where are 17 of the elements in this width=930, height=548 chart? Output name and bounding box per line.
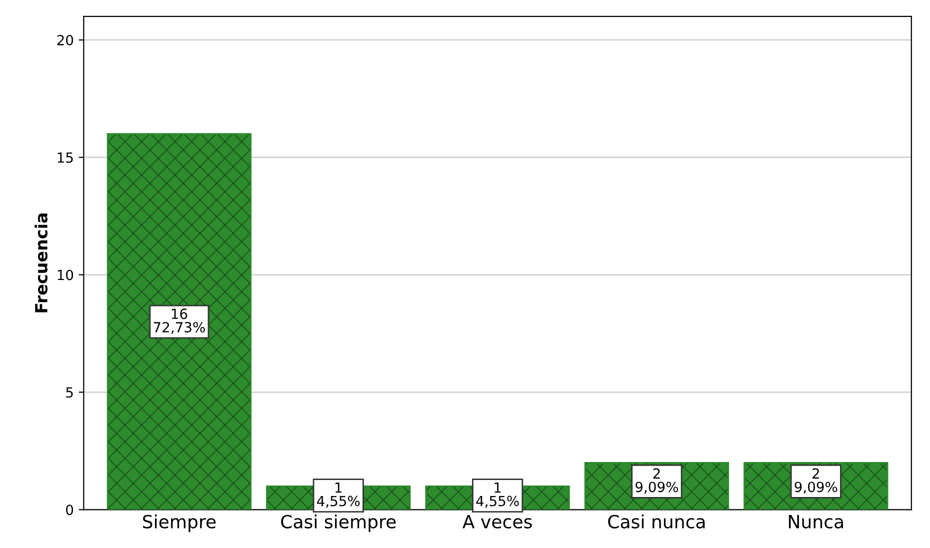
x-tick-label: A veces	[462, 515, 532, 528]
y-tick-label: 0	[66, 504, 74, 516]
data-label: 1 4,55%	[476, 482, 519, 508]
y-tick-label: 20	[57, 34, 74, 46]
x-tick-label: Casi siempre	[281, 514, 396, 532]
data-label: 1 4,55%	[316, 482, 360, 508]
x-tick-label: Siempre	[143, 514, 216, 532]
x-tick-label: Nunca	[788, 515, 843, 528]
data-label: 16 72,73%	[154, 308, 205, 334]
data-label: 2 9,09%	[636, 468, 678, 494]
bar	[106, 133, 252, 510]
data-label: 2 9,09%	[794, 468, 838, 494]
y-tick-label: 10	[58, 270, 74, 280]
y-tick-label: 5	[66, 387, 73, 398]
y-axis-title: Frecuencia	[34, 214, 48, 312]
y-tick-label: 15	[58, 152, 73, 163]
x-tick-label: Casi nunca	[608, 514, 705, 528]
